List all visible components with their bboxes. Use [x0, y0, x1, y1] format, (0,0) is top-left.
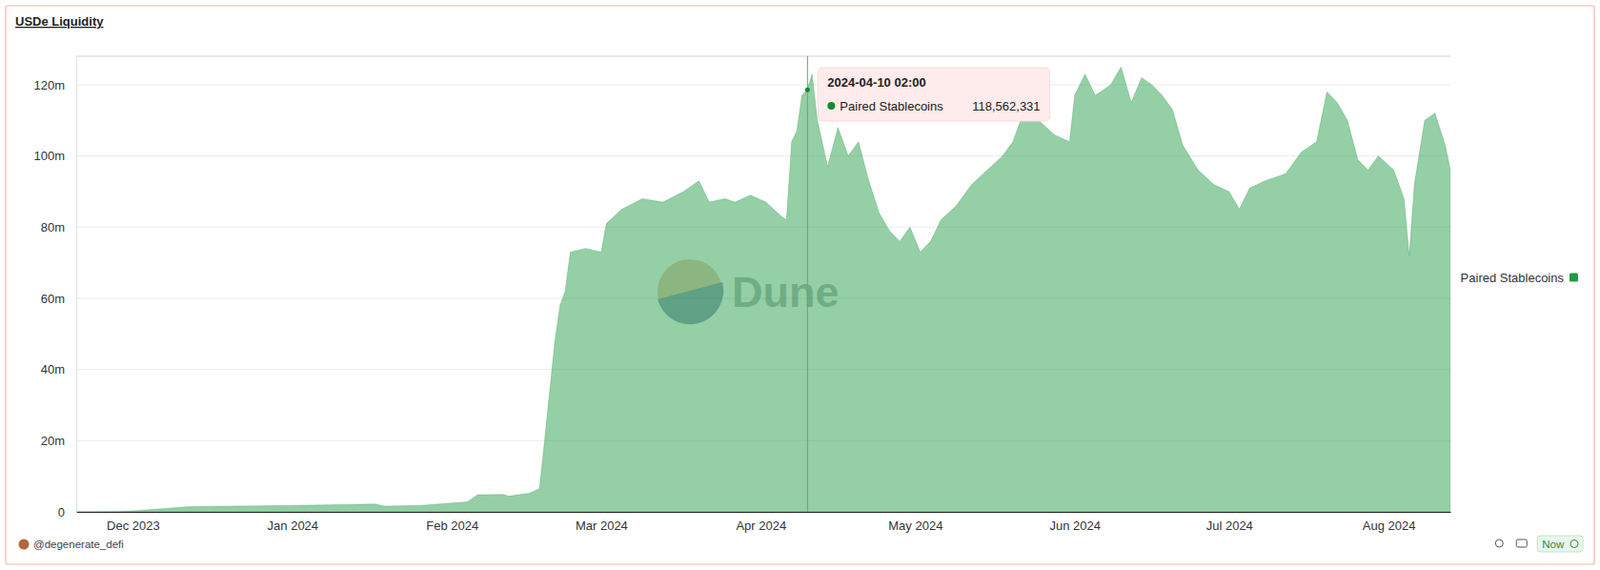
- x-tick-label: Dec 2023: [106, 518, 161, 533]
- x-tick: Jul 2024: [1206, 511, 1254, 533]
- legend: Paired Stablecoins: [1460, 270, 1579, 285]
- y-tick: 120m: [33, 78, 77, 93]
- footer: @degenerate_defi Now: [19, 535, 1584, 552]
- x-tick: Jan 2024: [267, 511, 320, 533]
- author: @degenerate_defi: [33, 538, 124, 550]
- x-tick-label: Mar 2024: [575, 518, 628, 533]
- x-tick: Apr 2024: [735, 511, 787, 533]
- y-tick-label: 40m: [40, 362, 65, 377]
- y-tick-label: 100m: [33, 148, 65, 163]
- x-tick-label: Jan 2024: [267, 518, 320, 533]
- area: [76, 66, 1451, 512]
- y-tick-label: 120m: [33, 78, 65, 93]
- y-axis: 0 20m 40m 60m 80m 100m 120m: [33, 57, 77, 520]
- x-axis: Dec 2023 Jan 2024 Feb 2024 Mar 2024 Apr 2024…: [77, 511, 1452, 533]
- x-tick: Mar 2024: [575, 511, 628, 533]
- x-tick: May 2024: [888, 511, 943, 533]
- plot-area: [76, 56, 1451, 512]
- hover-line: [807, 56, 809, 512]
- status-label: Now: [1541, 538, 1565, 550]
- legend-swatch: [1569, 273, 1579, 283]
- x-tick: Dec 2023: [106, 511, 161, 533]
- y-tick-label: 60m: [40, 291, 65, 306]
- tooltip-value: 118,562,331: [972, 99, 1040, 114]
- title: USDe Liquidity: [15, 14, 104, 29]
- grid-line: [76, 155, 1451, 157]
- grid-line: [76, 83, 1451, 85]
- camera-icon[interactable]: [1516, 539, 1527, 547]
- status-badge: [1537, 535, 1583, 552]
- tooltip-box: [817, 67, 1050, 122]
- chart: USDe LiquidityPaired StablecoinsDuneDec …: [0, 0, 1600, 570]
- x-tick-label: Aug 2024: [1362, 518, 1417, 533]
- y-tick: 0: [58, 505, 77, 520]
- legend-label: Paired Stablecoins: [1460, 270, 1565, 285]
- y-tick: 80m: [40, 220, 77, 235]
- plot-frame-top: [76, 56, 1451, 58]
- link-icon[interactable]: [1495, 539, 1503, 547]
- x-tick-label: Apr 2024: [735, 518, 787, 533]
- tooltip-dot: [827, 101, 835, 110]
- status-icon: [1570, 540, 1579, 548]
- x-axis-line: [77, 511, 1452, 513]
- y-tick: 60m: [40, 291, 77, 306]
- x-tick: Feb 2024: [425, 511, 479, 533]
- tooltip: 2024-04-10 02:00 Paired Stablecoins 118,56…: [817, 67, 1050, 122]
- y-axis-line: [76, 57, 78, 513]
- x-tick-label: Jun 2024: [1049, 518, 1101, 533]
- tooltip-label: Paired Stablecoins: [839, 99, 944, 114]
- hover-point: [805, 87, 811, 93]
- x-tick: Aug 2024: [1362, 511, 1417, 533]
- y-tick-label: 20m: [40, 433, 65, 448]
- x-tick-label: May 2024: [888, 518, 943, 533]
- y-tick-label: 0: [58, 505, 65, 520]
- y-tick-label: 80m: [40, 220, 65, 235]
- y-tick: 100m: [33, 148, 77, 163]
- x-tick-label: Jul 2024: [1206, 518, 1254, 533]
- y-tick: 20m: [40, 433, 77, 448]
- card: [5, 5, 1595, 565]
- tooltip-title: 2024-04-10 02:00: [827, 75, 926, 90]
- y-tick: 40m: [40, 362, 77, 377]
- author-avatar: [19, 539, 30, 550]
- x-tick-label: Feb 2024: [425, 518, 479, 533]
- x-tick: Jun 2024: [1049, 511, 1101, 533]
